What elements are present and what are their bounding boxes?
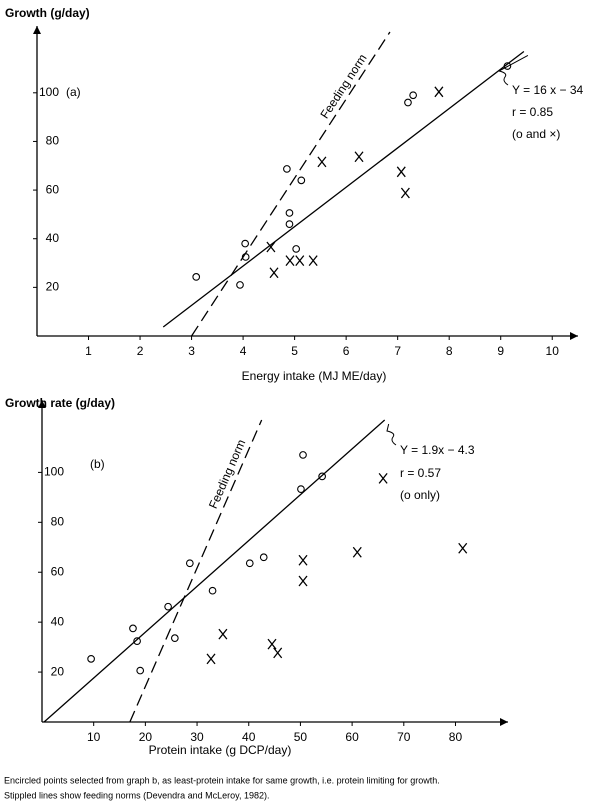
point-circle bbox=[87, 655, 95, 663]
point-circle bbox=[164, 602, 172, 611]
point-circle bbox=[292, 245, 301, 253]
point-circle bbox=[133, 637, 141, 645]
point-circle bbox=[409, 91, 417, 100]
point-circle bbox=[297, 176, 306, 185]
x-tick-label: 8 bbox=[446, 344, 453, 358]
point-cross bbox=[285, 255, 295, 267]
x-tick-label: 9 bbox=[497, 344, 504, 358]
point-circle bbox=[192, 273, 201, 281]
point-cross bbox=[458, 542, 468, 554]
x-tick-label: 40 bbox=[242, 730, 256, 744]
point-circle bbox=[285, 220, 294, 228]
point-circle bbox=[285, 209, 294, 217]
x-tick-label: 30 bbox=[190, 730, 204, 744]
y-axis-label: Growth rate (g/day) bbox=[5, 396, 115, 410]
point-cross bbox=[273, 647, 283, 659]
panel-label: (b) bbox=[90, 457, 105, 471]
feeding-norm-line bbox=[191, 31, 391, 337]
x-tick-label: 20 bbox=[139, 730, 153, 744]
regression-equation: Y = 1.9x − 4.3 bbox=[400, 443, 475, 457]
annotation: (o only) bbox=[400, 488, 440, 502]
panel-label: (a) bbox=[66, 85, 81, 99]
caption-line: Stippled lines show feeding norms (Deven… bbox=[4, 790, 269, 800]
point-circle bbox=[236, 281, 244, 289]
x-tick-label: 4 bbox=[240, 344, 247, 358]
y-axis-arrow bbox=[33, 26, 41, 34]
annotation: r = 0.85 bbox=[512, 105, 553, 119]
regression-line bbox=[162, 50, 525, 328]
point-circle bbox=[241, 253, 250, 261]
point-circle bbox=[208, 586, 217, 595]
equation-pointer bbox=[497, 55, 529, 86]
x-tick-label: 10 bbox=[546, 344, 560, 358]
point-cross bbox=[206, 653, 216, 665]
x-tick-label: 3 bbox=[188, 344, 195, 358]
point-cross bbox=[434, 86, 444, 98]
x-tick-label: 60 bbox=[345, 730, 359, 744]
point-cross bbox=[352, 546, 362, 558]
point-cross bbox=[218, 628, 228, 640]
point-circle bbox=[283, 165, 291, 173]
x-tick-label: 6 bbox=[343, 344, 350, 358]
point-cross bbox=[267, 638, 277, 650]
y-tick-label: 100 bbox=[44, 465, 64, 479]
regression-equation: Y = 16 x − 34 bbox=[512, 83, 583, 97]
y-axis-label: Growth (g/day) bbox=[5, 6, 90, 20]
point-cross bbox=[354, 151, 364, 163]
x-tick-label: 80 bbox=[449, 730, 463, 744]
x-tick-label: 1 bbox=[85, 344, 92, 358]
point-circle bbox=[259, 553, 268, 562]
point-circle bbox=[503, 62, 512, 70]
y-axis-arrow bbox=[38, 400, 46, 408]
point-cross bbox=[396, 166, 406, 178]
y-tick-label: 40 bbox=[51, 614, 65, 628]
point-circle bbox=[297, 485, 305, 493]
point-circle bbox=[318, 472, 326, 481]
y-tick-label: 80 bbox=[51, 514, 65, 528]
y-tick-label: 60 bbox=[46, 182, 60, 196]
point-cross bbox=[317, 156, 327, 168]
y-tick-label: 60 bbox=[51, 564, 65, 578]
feeding-norm-line bbox=[129, 419, 263, 723]
x-axis-arrow bbox=[570, 332, 578, 340]
x-axis-label: Protein intake (g DCP/day) bbox=[149, 743, 292, 757]
point-circle bbox=[185, 559, 194, 568]
point-cross bbox=[298, 554, 308, 566]
point-cross bbox=[298, 575, 308, 587]
point-cross bbox=[378, 472, 388, 484]
point-circle bbox=[241, 239, 250, 248]
point-circle bbox=[404, 98, 412, 107]
y-tick-label: 80 bbox=[46, 134, 60, 148]
regression-line bbox=[43, 419, 386, 723]
point-circle bbox=[299, 451, 307, 459]
y-tick-label: 20 bbox=[46, 280, 60, 294]
x-tick-label: 10 bbox=[87, 730, 101, 744]
point-cross bbox=[295, 255, 305, 267]
point-circle bbox=[129, 624, 137, 633]
x-tick-label: 5 bbox=[291, 344, 298, 358]
x-axis-label: Energy intake (MJ ME/day) bbox=[242, 369, 387, 383]
point-circle bbox=[245, 559, 254, 568]
point-circle bbox=[136, 666, 145, 675]
annotation: (o and ×) bbox=[512, 127, 560, 141]
x-tick-label: 70 bbox=[397, 730, 411, 744]
x-tick-label: 50 bbox=[294, 730, 308, 744]
x-tick-label: 2 bbox=[137, 344, 144, 358]
annotation: r = 0.57 bbox=[400, 466, 441, 480]
caption-line: Encircled points selected from graph b, … bbox=[4, 775, 440, 785]
y-tick-label: 20 bbox=[51, 664, 65, 678]
point-cross bbox=[308, 255, 318, 267]
point-circle bbox=[170, 634, 179, 642]
y-tick-label: 100 bbox=[39, 85, 59, 99]
x-axis-arrow bbox=[500, 718, 508, 726]
point-cross bbox=[400, 187, 410, 199]
y-tick-label: 40 bbox=[46, 231, 60, 245]
point-cross bbox=[266, 241, 276, 253]
x-tick-label: 7 bbox=[394, 344, 401, 358]
equation-pointer bbox=[386, 423, 397, 446]
point-cross bbox=[269, 267, 279, 279]
